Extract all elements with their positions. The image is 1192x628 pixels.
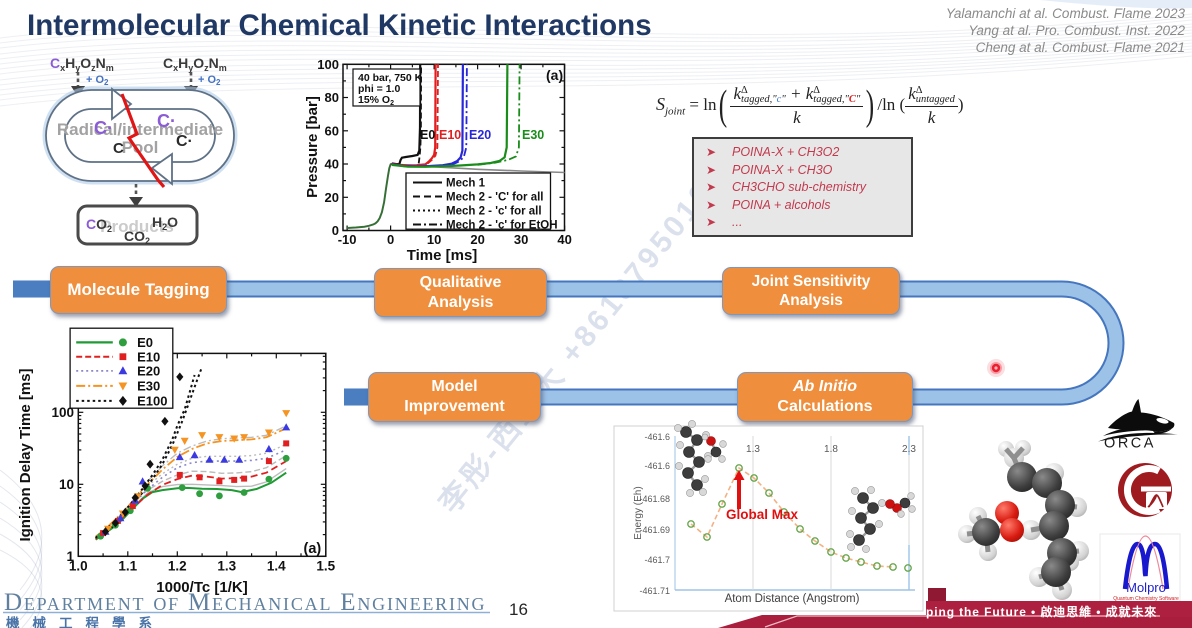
svg-text:-10: -10: [338, 232, 357, 247]
svg-text:1.1: 1.1: [118, 559, 137, 574]
svg-text:phi = 1.0: phi = 1.0: [358, 83, 400, 95]
svg-text:Products: Products: [100, 217, 174, 236]
svg-text:Mech 1: Mech 1: [446, 178, 486, 190]
svg-text:E20: E20: [137, 364, 160, 379]
svg-text:E0: E0: [420, 128, 435, 142]
svg-text:40: 40: [325, 157, 339, 172]
svg-text:15% O2: 15% O2: [358, 94, 394, 107]
svg-text:C·: C·: [176, 133, 193, 150]
svg-text:Global Max: Global Max: [726, 507, 799, 522]
svg-text:Pressure [bar]: Pressure [bar]: [304, 96, 321, 198]
svg-text:CO2: CO2: [124, 228, 150, 246]
svg-text:10: 10: [427, 232, 441, 247]
svg-text:-461.6: -461.6: [644, 461, 670, 471]
svg-text:E10: E10: [439, 128, 461, 142]
svg-text:1.3: 1.3: [217, 559, 236, 574]
svg-text:0: 0: [332, 223, 339, 238]
svg-text:E20: E20: [469, 128, 491, 142]
svg-text:Time [ms]: Time [ms]: [407, 247, 478, 264]
svg-text:100: 100: [51, 405, 74, 420]
svg-text:-461.7: -461.7: [644, 555, 670, 565]
svg-text:Molpro: Molpro: [1126, 580, 1166, 595]
svg-text:1.4: 1.4: [267, 559, 286, 574]
svg-text:80: 80: [325, 90, 339, 105]
svg-text:E10: E10: [137, 349, 160, 364]
svg-text:20: 20: [325, 190, 339, 205]
svg-text:Energy (Eh): Energy (Eh): [633, 486, 644, 539]
svg-text:Mech 2 - 'c' for EtOH: Mech 2 - 'c' for EtOH: [446, 220, 558, 232]
svg-text:30: 30: [514, 232, 528, 247]
svg-text:1.5: 1.5: [316, 559, 335, 574]
svg-text:(a): (a): [546, 67, 563, 83]
svg-text:1.2: 1.2: [168, 559, 187, 574]
svg-text:+ O2: + O2: [86, 74, 109, 87]
svg-text:H2O: H2O: [152, 214, 178, 232]
svg-text:E30: E30: [522, 128, 544, 142]
svg-text:CxHyOzNm: CxHyOzNm: [163, 55, 227, 73]
svg-text:C·: C·: [157, 111, 176, 131]
svg-text:10: 10: [59, 477, 74, 492]
svg-text:E30: E30: [137, 379, 160, 394]
svg-text:Quantum Chemistry Software: Quantum Chemistry Software: [1113, 596, 1179, 602]
svg-text:C·: C·: [94, 118, 113, 138]
svg-text:E100: E100: [137, 394, 167, 409]
svg-text:Radical/intermediate: Radical/intermediate: [57, 120, 223, 139]
svg-text:C: C: [113, 140, 124, 157]
svg-text:100: 100: [317, 57, 339, 72]
svg-text:1: 1: [66, 549, 74, 564]
svg-text:1.8: 1.8: [824, 444, 838, 455]
svg-text:2.3: 2.3: [902, 444, 916, 455]
svg-text:Mech 2 - 'C' for all: Mech 2 - 'C' for all: [446, 192, 544, 204]
svg-text:-461.6: -461.6: [644, 432, 670, 442]
svg-text:-461.71: -461.71: [639, 586, 670, 596]
svg-text:1.0: 1.0: [69, 559, 88, 574]
svg-text:-461.69: -461.69: [639, 525, 670, 535]
svg-text:40 bar, 750 K: 40 bar, 750 K: [358, 72, 423, 84]
svg-text:Mech 2 - 'c' for all: Mech 2 - 'c' for all: [446, 206, 542, 218]
svg-text:ORCA: ORCA: [1104, 436, 1156, 452]
svg-text:60: 60: [325, 123, 339, 138]
svg-text:20: 20: [470, 232, 484, 247]
svg-text:Ignition Delay Time [ms]: Ignition Delay Time [ms]: [17, 368, 34, 541]
svg-text:Atom Distance (Angstrom): Atom Distance (Angstrom): [725, 593, 860, 605]
svg-text:1.3: 1.3: [746, 444, 760, 455]
svg-text:CO2: CO2: [86, 216, 112, 234]
svg-text:-461.68: -461.68: [639, 494, 670, 504]
svg-text:E0: E0: [137, 335, 153, 350]
svg-text:40: 40: [557, 232, 571, 247]
svg-text:+ O2: + O2: [198, 74, 221, 87]
svg-text:1000/Tc [1/K]: 1000/Tc [1/K]: [156, 579, 247, 596]
svg-text:CxHyOzNm: CxHyOzNm: [50, 55, 114, 73]
svg-text:(a): (a): [304, 541, 322, 557]
svg-text:0: 0: [387, 232, 394, 247]
